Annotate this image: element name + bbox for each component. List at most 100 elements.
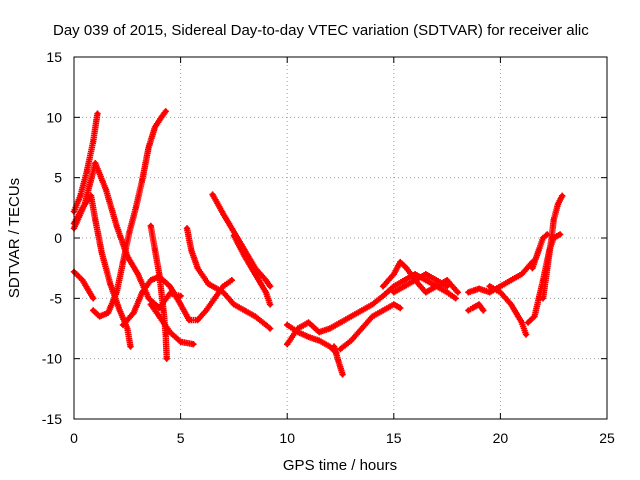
plot-frame (73, 56, 608, 420)
data-point (338, 346, 343, 352)
series-arc-17 (390, 271, 451, 296)
series-arc-14 (330, 343, 346, 378)
data-point (242, 253, 248, 259)
data-point (263, 277, 269, 283)
data-point (167, 283, 173, 289)
data-point (508, 302, 514, 307)
data-point (391, 302, 397, 307)
chart-title: Day 039 of 2015, Sidereal Day-to-day VTE… (53, 22, 589, 39)
data-point (532, 314, 537, 319)
data-point (559, 193, 565, 199)
data-point (476, 302, 482, 307)
data-point (444, 277, 450, 283)
y-tick-label: -5 (50, 290, 63, 306)
data-point (525, 320, 531, 325)
data-point (423, 277, 429, 283)
data-point (148, 302, 154, 307)
data-point (359, 326, 365, 331)
data-point (536, 247, 542, 253)
data-point (295, 329, 301, 335)
data-point (220, 289, 226, 295)
data-point (148, 277, 154, 283)
data-point (139, 289, 145, 295)
y-tick-label: -15 (42, 411, 62, 427)
data-point (453, 295, 458, 301)
data-point (263, 289, 269, 295)
data-point (327, 326, 333, 331)
data-point (178, 339, 184, 345)
data-point (131, 310, 137, 316)
data-point (212, 295, 218, 301)
series-arc-9 (183, 225, 274, 332)
data-point (402, 283, 407, 289)
data-point (540, 235, 546, 241)
series-arc-20 (486, 283, 530, 338)
data-point (161, 308, 166, 313)
data-point (191, 341, 196, 347)
x-tick-labels: 0 5 10 15 20 25 (70, 430, 615, 446)
data-point (340, 372, 345, 377)
data-point (466, 308, 471, 313)
data-point (306, 320, 311, 325)
data-point (159, 114, 164, 120)
data-point (195, 317, 201, 323)
data-point (148, 223, 154, 229)
data-point (348, 338, 354, 343)
data-point (167, 329, 173, 335)
data-point (92, 160, 98, 166)
x-axis-label: GPS time / hours (283, 457, 397, 474)
data-point (164, 356, 170, 362)
data-point (555, 201, 561, 207)
data-point (84, 169, 90, 175)
data-point (231, 229, 237, 235)
y-tick-label: 15 (46, 49, 62, 65)
data-point (540, 295, 546, 301)
data-point (404, 265, 409, 271)
series-arc-23 (539, 192, 566, 302)
data-point (444, 283, 450, 289)
x-tick-label: 0 (70, 430, 78, 446)
x-tick-label: 20 (493, 430, 509, 446)
data-point (78, 193, 83, 199)
series-arc-18 (465, 301, 487, 314)
data-point (480, 308, 486, 313)
data-point (423, 289, 429, 295)
data-point (331, 344, 337, 349)
data-point (544, 265, 550, 271)
data-point (348, 314, 354, 319)
data-point (412, 277, 418, 283)
data-point (402, 277, 407, 283)
data-point (338, 320, 343, 325)
data-point (498, 289, 503, 295)
data-point (195, 265, 201, 271)
series-arc-15 (337, 301, 404, 353)
data-point (284, 341, 290, 347)
data-point (146, 295, 152, 301)
data-point (124, 326, 130, 331)
data-point (231, 233, 237, 239)
series-arc-8 (147, 301, 197, 348)
data-point (114, 289, 119, 295)
data-point (336, 358, 341, 364)
data-point (90, 295, 96, 301)
data-point (359, 308, 365, 313)
data-point (139, 177, 145, 183)
data-point (220, 211, 226, 217)
data-point (284, 322, 290, 328)
data-point (184, 225, 190, 231)
data-point (508, 277, 514, 283)
x-tick-label: 25 (599, 430, 615, 446)
data-point (370, 302, 375, 307)
data-point (476, 286, 482, 292)
data-point (252, 271, 258, 277)
data-point (163, 108, 169, 114)
data-point (252, 314, 258, 319)
data-point (133, 205, 139, 211)
data-point (128, 344, 133, 349)
data-point (370, 314, 375, 319)
data-point (107, 281, 113, 287)
data-point (126, 229, 132, 235)
data-point (536, 295, 542, 301)
